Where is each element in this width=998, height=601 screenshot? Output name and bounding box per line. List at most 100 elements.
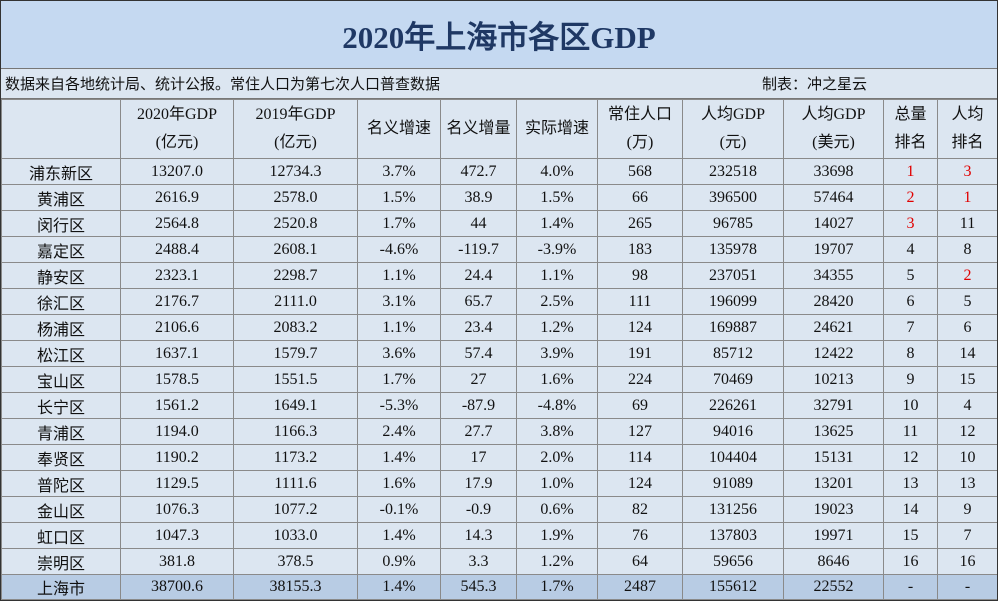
header-line: 实际增速 xyxy=(524,120,589,137)
value-cell: 12734.3 xyxy=(233,158,358,185)
value-cell: 94016 xyxy=(682,418,784,445)
value-cell: -3.9% xyxy=(516,236,598,263)
value-cell: 3.3 xyxy=(440,548,517,575)
value-cell: 1.1% xyxy=(357,314,441,341)
district-cell: 杨浦区 xyxy=(1,314,121,341)
district-cell: 静安区 xyxy=(1,262,121,289)
value-cell: 16 xyxy=(937,548,997,575)
value-cell: 2564.8 xyxy=(120,210,234,237)
header-cell: 人均 排名 xyxy=(937,99,997,159)
header-cell: 名义增速 xyxy=(357,99,441,159)
value-cell: 2111.0 xyxy=(233,288,358,315)
value-cell: 38.9 xyxy=(440,184,517,211)
value-cell: 114 xyxy=(597,444,683,471)
value-cell: 1.7% xyxy=(357,210,441,237)
value-cell: 378.5 xyxy=(233,548,358,575)
value-cell: 2 xyxy=(883,184,938,211)
value-cell: 24.4 xyxy=(440,262,517,289)
district-cell: 长宁区 xyxy=(1,392,121,419)
value-cell: 472.7 xyxy=(440,158,517,185)
value-cell: 57464 xyxy=(783,184,884,211)
header-line: 名义增速 xyxy=(366,120,431,137)
value-cell: 15131 xyxy=(783,444,884,471)
value-cell: 9 xyxy=(937,496,997,523)
header-row: 2020年GDP (亿元) 2019年GDP (亿元) 名义增速 名义增量 实际增速 常住人口… xyxy=(1,99,997,159)
value-cell: 1.4% xyxy=(357,574,441,600)
data-row: 宝山区 1578.5 1551.5 1.7% 27 1.6% 224 70469 10213 9 1… xyxy=(1,366,997,393)
value-cell: 169887 xyxy=(682,314,784,341)
value-cell: 0.9% xyxy=(357,548,441,575)
value-cell: 1.9% xyxy=(516,522,598,549)
value-cell: 265 xyxy=(597,210,683,237)
value-cell: 15 xyxy=(883,522,938,549)
value-cell: 124 xyxy=(597,470,683,497)
value-cell: 1.7% xyxy=(516,574,598,600)
value-cell: 2323.1 xyxy=(120,262,234,289)
author-note: 制表：冲之星云 xyxy=(761,75,867,93)
data-row: 杨浦区 2106.6 2083.2 1.1% 23.4 1.2% 124 169887 2462… xyxy=(1,314,997,341)
value-cell: 3 xyxy=(883,210,938,237)
value-cell: 1551.5 xyxy=(233,366,358,393)
value-cell: -4.8% xyxy=(516,392,598,419)
note-row: 数据来自各地统计局、统计公报。常住人口为第七次人口普查数据 制表：冲之星云 xyxy=(1,69,997,99)
value-cell: 1.1% xyxy=(357,262,441,289)
value-cell: 1.6% xyxy=(516,366,598,393)
data-row: 崇明区 381.8 378.5 0.9% 3.3 1.2% 64 59656 8646 16 16 xyxy=(1,548,997,575)
value-cell: 76 xyxy=(597,522,683,549)
value-cell: 44 xyxy=(440,210,517,237)
value-cell: 9 xyxy=(883,366,938,393)
value-cell: 69 xyxy=(597,392,683,419)
value-cell: 27 xyxy=(440,366,517,393)
gdp-table: 2020年GDP (亿元) 2019年GDP (亿元) 名义增速 名义增量 实际增速 常住人口… xyxy=(1,99,997,600)
value-cell: 2520.8 xyxy=(233,210,358,237)
header-line: 2019年GDP xyxy=(255,106,336,123)
header-line: (亿元) xyxy=(155,134,199,151)
value-cell: 127 xyxy=(597,418,683,445)
district-cell: 普陀区 xyxy=(1,470,121,497)
value-cell: 6 xyxy=(883,288,938,315)
header-cell: 人均GDP (美元) xyxy=(783,99,884,159)
value-cell: 1166.3 xyxy=(233,418,358,445)
value-cell: 1.4% xyxy=(516,210,598,237)
value-cell: - xyxy=(937,574,997,600)
value-cell: 13 xyxy=(883,470,938,497)
value-cell: 33698 xyxy=(783,158,884,185)
source-note: 数据来自各地统计局、统计公报。常住人口为第七次人口普查数据 xyxy=(5,75,441,93)
data-row: 长宁区 1561.2 1649.1 -5.3% -87.9 -4.8% 69 226261 32… xyxy=(1,392,997,419)
value-cell: 8646 xyxy=(783,548,884,575)
district-cell: 浦东新区 xyxy=(1,158,121,185)
header-cell: 名义增量 xyxy=(440,99,517,159)
value-cell: -0.9 xyxy=(440,496,517,523)
value-cell: 1579.7 xyxy=(233,340,358,367)
value-cell: 545.3 xyxy=(440,574,517,600)
value-cell: 4.0% xyxy=(516,158,598,185)
value-cell: 1561.2 xyxy=(120,392,234,419)
value-cell: 2298.7 xyxy=(233,262,358,289)
value-cell: 7 xyxy=(937,522,997,549)
header-cell: 实际增速 xyxy=(516,99,598,159)
value-cell: 1173.2 xyxy=(233,444,358,471)
header-line: (元) xyxy=(719,134,747,151)
district-cell: 金山区 xyxy=(1,496,121,523)
value-cell: 1.0% xyxy=(516,470,598,497)
value-cell: 2 xyxy=(937,262,997,289)
header-line: (美元) xyxy=(812,134,855,151)
value-cell: 1.4% xyxy=(357,522,441,549)
value-cell: 381.8 xyxy=(120,548,234,575)
value-cell: -4.6% xyxy=(357,236,441,263)
value-cell: 12 xyxy=(883,444,938,471)
value-cell: 1.2% xyxy=(516,548,598,575)
value-cell: 13201 xyxy=(783,470,884,497)
value-cell: 1033.0 xyxy=(233,522,358,549)
value-cell: 155612 xyxy=(682,574,784,600)
value-cell: 237051 xyxy=(682,262,784,289)
value-cell: 2488.4 xyxy=(120,236,234,263)
title: 2020年上海市各区GDP xyxy=(1,1,997,69)
value-cell: 224 xyxy=(597,366,683,393)
header-cell: 人均GDP (元) xyxy=(682,99,784,159)
header-cell: 常住人口 (万) xyxy=(597,99,683,159)
district-cell: 奉贤区 xyxy=(1,444,121,471)
district-cell: 黄浦区 xyxy=(1,184,121,211)
value-cell: 1194.0 xyxy=(120,418,234,445)
value-cell: 98 xyxy=(597,262,683,289)
